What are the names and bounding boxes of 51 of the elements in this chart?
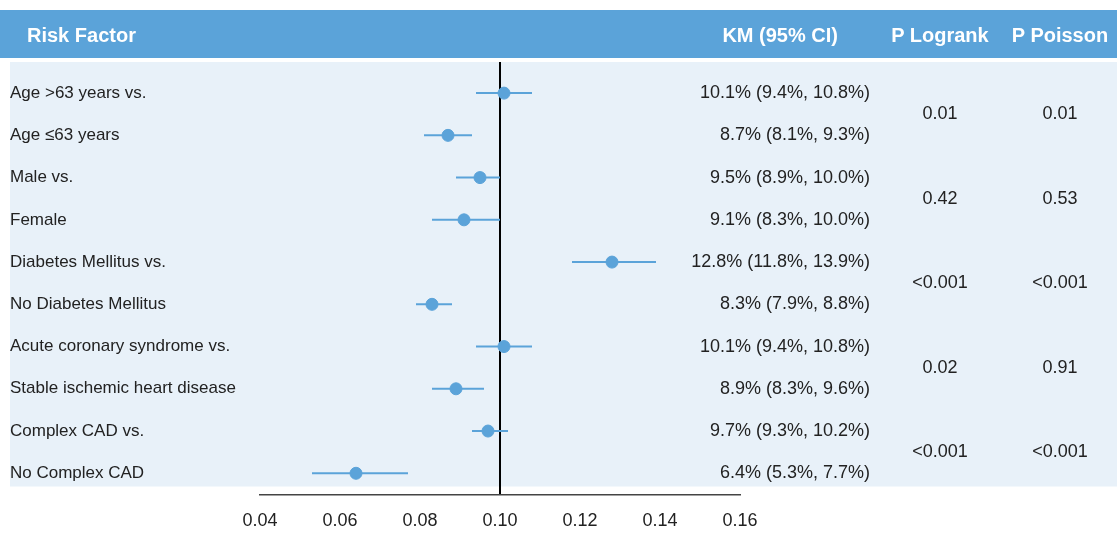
- text: <0.001: [912, 272, 968, 293]
- data-label: 6.4% (5.3%, 7.7%): [719, 462, 870, 483]
- text: P Logrank: [891, 23, 990, 46]
- point: [497, 340, 511, 354]
- text: P Poisson: [1011, 23, 1109, 46]
- x-tick-label: 0.10: [482, 510, 518, 531]
- y-tick-label: Stable ischemic heart disease: [10, 378, 236, 398]
- x-tick-label: 0.12: [562, 510, 598, 531]
- data-label: 8.3% (7.9%, 8.8%): [719, 293, 870, 314]
- data-label: 8.7% (8.1%, 9.3%): [719, 124, 870, 145]
- text: 0.02: [922, 356, 958, 377]
- point: [473, 171, 487, 185]
- text: KM (95% CI): [722, 23, 838, 46]
- text: <0.001: [912, 441, 968, 462]
- y-tick-label: Complex CAD vs.: [10, 420, 145, 440]
- data-label: 10.1% (9.4%, 10.8%): [699, 335, 870, 356]
- y-tick-label: No Diabetes Mellitus: [10, 294, 166, 314]
- point: [457, 213, 471, 227]
- x-tick-label: 0.06: [322, 510, 358, 531]
- point: [441, 128, 455, 142]
- x-tick-label: 0.08: [402, 510, 438, 531]
- y-tick-label: Female: [10, 209, 67, 229]
- x-tick-label: 0.16: [722, 510, 758, 531]
- point: [349, 466, 363, 480]
- x-tick-label: 0.04: [242, 510, 278, 531]
- point: [449, 382, 463, 396]
- x-tick-label: 0.14: [642, 510, 678, 531]
- y-axis-title: Risk Factor: [27, 23, 137, 46]
- point: [497, 86, 511, 100]
- text: 0.01: [1042, 103, 1078, 124]
- text: <0.001: [1032, 441, 1088, 462]
- point: [425, 297, 439, 311]
- text: 0.42: [922, 187, 958, 208]
- y-tick-label: Diabetes Mellitus vs.: [10, 251, 166, 271]
- data-label: 9.7% (9.3%, 10.2%): [709, 420, 870, 441]
- y-tick-label: Age ≤63 years: [10, 125, 120, 145]
- text: 0.91: [1042, 356, 1078, 377]
- data-label: 12.8% (11.8%, 13.9%): [691, 251, 870, 272]
- y-tick-label: Male vs.: [10, 167, 74, 187]
- y-tick-label: Age >63 years vs.: [10, 82, 147, 102]
- data-label: 10.1% (9.4%, 10.8%): [699, 82, 870, 103]
- point: [605, 255, 619, 269]
- data-label: 9.5% (8.9%, 10.0%): [709, 166, 870, 187]
- text: 0.53: [1042, 187, 1078, 208]
- text: <0.001: [1032, 272, 1088, 293]
- data-label: 8.9% (8.3%, 9.6%): [719, 377, 870, 398]
- y-tick-label: Acute coronary syndrome vs.: [10, 336, 231, 356]
- point: [481, 424, 495, 438]
- text: 0.01: [922, 103, 958, 124]
- y-tick-label: No Complex CAD: [10, 462, 145, 482]
- data-label: 9.1% (8.3%, 10.0%): [709, 208, 870, 229]
